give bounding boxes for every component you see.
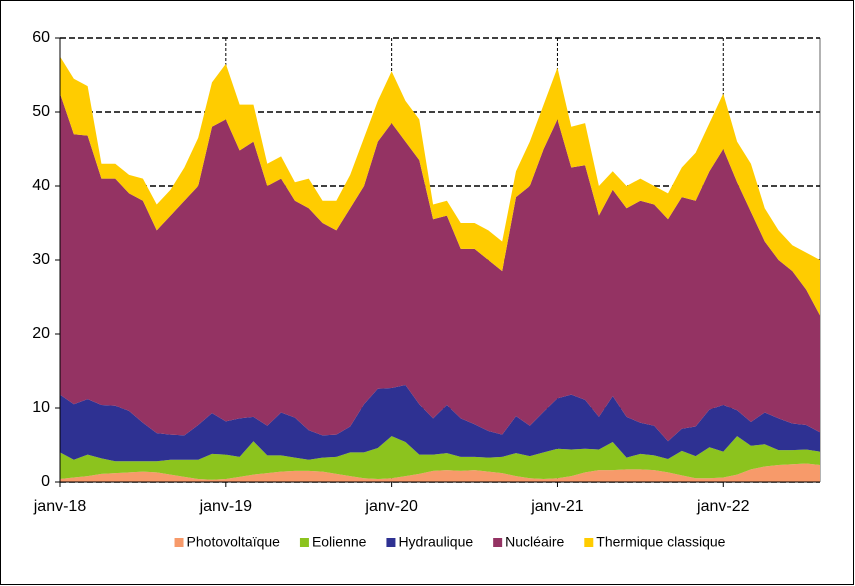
area <box>60 436 820 480</box>
x-tick-label: janv-19 <box>199 498 253 515</box>
y-tick-label: 10 <box>32 399 50 416</box>
legend-label: Thermique classique <box>596 534 725 550</box>
legend-swatch <box>174 538 184 547</box>
legend-swatch <box>299 538 309 547</box>
legend-swatch <box>493 538 503 547</box>
y-tick-label: 0 <box>41 473 50 490</box>
area <box>60 463 820 482</box>
x-tick-label: janv-21 <box>530 498 584 515</box>
area <box>60 56 820 316</box>
y-tick-label: 20 <box>32 325 50 342</box>
y-tick-label: 40 <box>32 177 50 194</box>
area <box>60 385 820 462</box>
x-tick-label: janv-22 <box>696 498 750 515</box>
x-tick-label: janv-18 <box>33 498 87 515</box>
legend-swatch <box>386 538 396 547</box>
area <box>60 93 820 442</box>
legend-label: Photovoltaïque <box>187 534 281 550</box>
legend-label: Nucléaire <box>505 534 564 550</box>
legend-label: Hydraulique <box>398 534 473 550</box>
legend-swatch <box>584 538 594 547</box>
x-tick-label: janv-20 <box>364 498 418 515</box>
y-tick-label: 50 <box>32 103 50 120</box>
y-tick-label: 60 <box>32 29 50 46</box>
legend-label: Eolienne <box>312 534 367 550</box>
y-tick-label: 30 <box>32 251 50 268</box>
